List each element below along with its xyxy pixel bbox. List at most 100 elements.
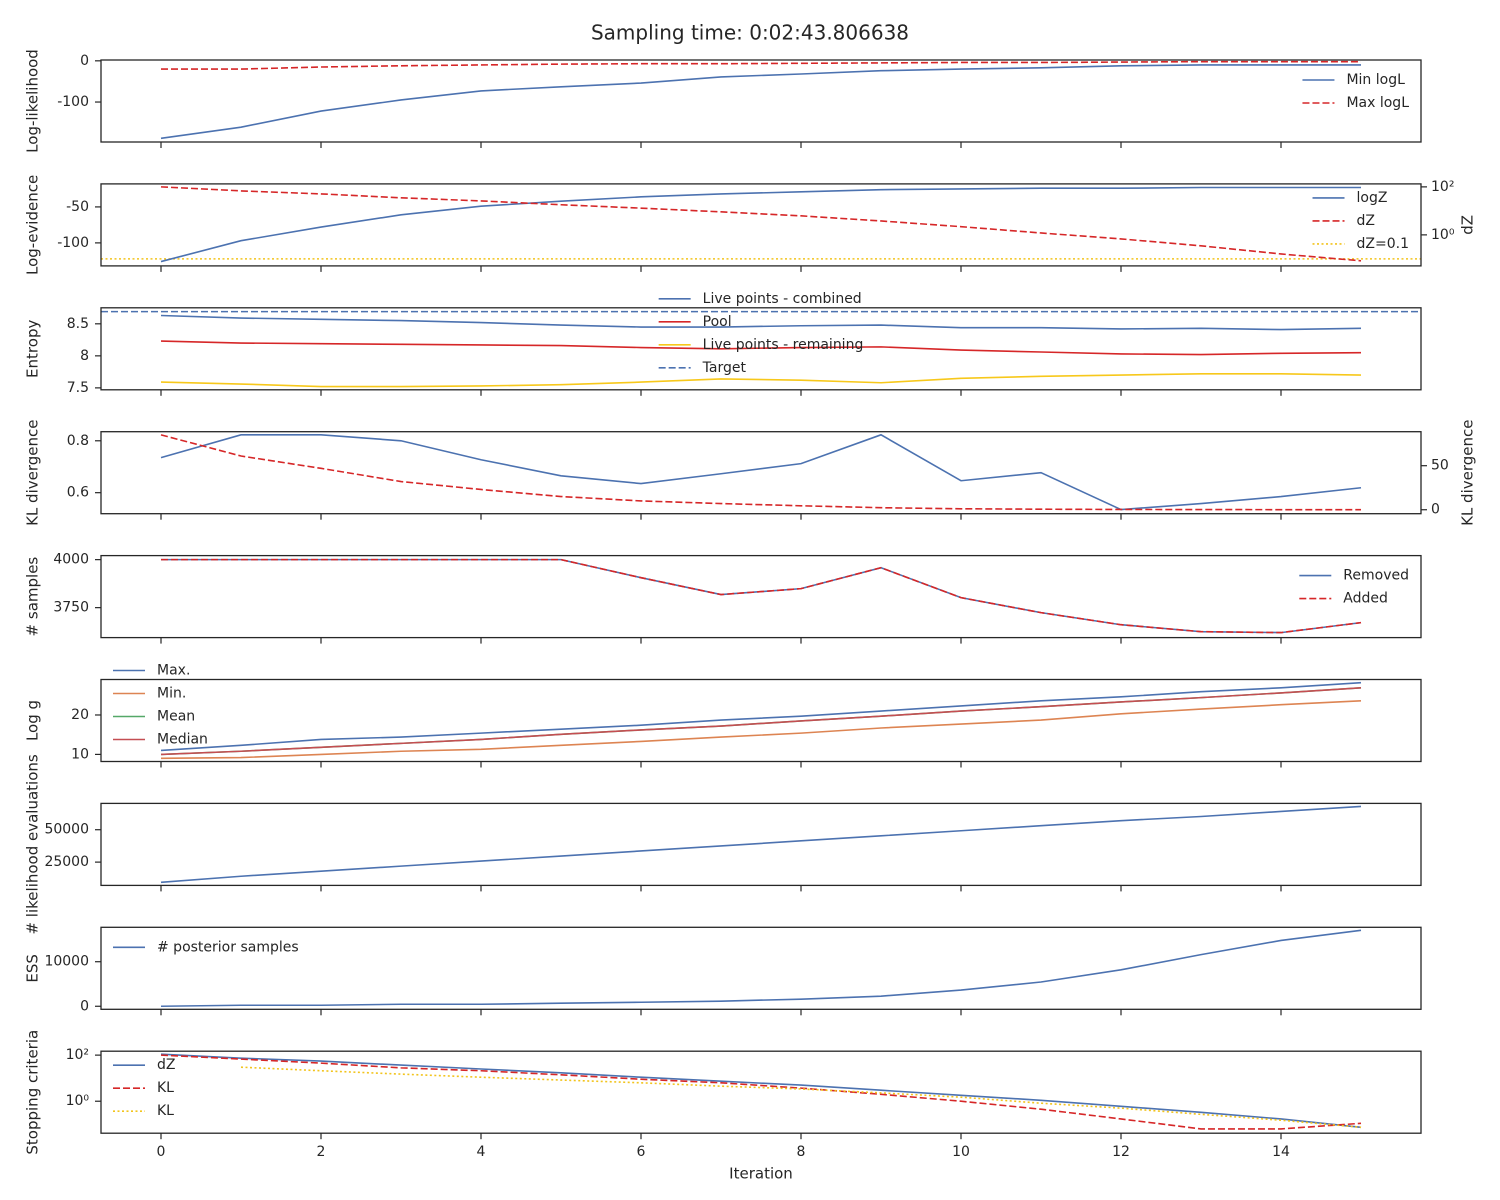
legend-label: logZ [1357, 190, 1388, 206]
legend-label: Mean [157, 709, 195, 725]
y2-axis-label: dZ [1459, 215, 1477, 235]
y-axis-label: Log g [24, 700, 42, 741]
x-tick-label: 4 [477, 1144, 486, 1160]
y-tick-label: 3750 [53, 600, 89, 616]
panel: 10² 10⁰ 0 2 4 6 8 10 12 14 Iteration Stopping crite… [24, 1030, 1422, 1183]
series-line [160, 1054, 1362, 1130]
series-line [160, 372, 1362, 388]
panel: 0 -100 Log-likelihood Min logL Max logL [24, 49, 1422, 153]
y-axis-label: Entropy [24, 320, 42, 378]
y-tick-label: 50000 [44, 822, 89, 838]
legend-label: Median [157, 732, 208, 748]
y-tick-label: 0 [80, 53, 89, 69]
axes-frame [100, 1050, 1422, 1134]
axes-frame [100, 431, 1422, 515]
legend-label: Added [1343, 591, 1388, 607]
y-axis-label: Stopping criteria [24, 1030, 42, 1155]
panel: 4000 3750 # samples Removed Added [24, 552, 1422, 644]
series-line [160, 186, 1361, 263]
x-tick-label: 10 [952, 1144, 970, 1160]
y-tick-label: 4000 [53, 552, 89, 568]
legend-label: Target [702, 360, 747, 376]
y-axis-label: ESS [24, 954, 42, 983]
legend-label: Max. [157, 663, 190, 679]
panel: 10000 0 ESS # posterior samples [24, 926, 1422, 1016]
axes-frame [100, 59, 1422, 143]
series-line [160, 340, 1362, 356]
y2-tick-label: 10² [1431, 179, 1454, 195]
panel: 8.5 8 7.5 Entropy Live points - combined Pool… [24, 291, 1422, 396]
series-line [160, 434, 1361, 511]
x-tick-label: 8 [797, 1144, 806, 1160]
y-tick-label: 0 [80, 998, 89, 1014]
series-line [160, 433, 1362, 511]
legend-label: KL [157, 1103, 174, 1119]
series-line [160, 929, 1362, 1008]
legend-label: Removed [1343, 568, 1409, 584]
axes-frame [100, 802, 1422, 887]
axes-frame [100, 183, 1422, 267]
figure-title: Sampling time: 0:02:43.806638 [591, 21, 909, 45]
y-tick-label: 10⁰ [66, 1093, 90, 1109]
panel: -50 -100 10² 10⁰ Log-evidence dZ logZ dZ dZ=0.1 [24, 175, 1477, 275]
y-axis-label: Log-likelihood [24, 49, 42, 153]
y-tick-label: 0.8 [67, 433, 89, 449]
y-axis-label: Log-evidence [24, 175, 42, 275]
axes-frame [100, 678, 1422, 763]
y2-tick-label: 50 [1431, 458, 1449, 474]
series-line [160, 805, 1362, 884]
legend-label: dZ [157, 1057, 175, 1073]
x-tick-label: 2 [317, 1144, 326, 1160]
x-tick-label: 12 [1112, 1144, 1130, 1160]
axes-frame [100, 926, 1422, 1010]
x-tick-label: 0 [157, 1144, 166, 1160]
y-tick-label: 20 [71, 707, 89, 723]
panel: 20 10 Log g Max. Min. Mean Median [24, 663, 1422, 768]
y-axis-label: # likelihood evaluations [24, 754, 42, 934]
y-tick-label: 25000 [44, 854, 89, 870]
series-line [240, 1066, 1362, 1129]
series-line [160, 699, 1362, 760]
series-line [160, 686, 1362, 756]
legend-label: dZ=0.1 [1357, 236, 1409, 252]
y-tick-label: -50 [66, 199, 89, 215]
y-axis-label: KL divergence [24, 419, 42, 525]
panel: 0.8 0.6 50 0 KL divergence KL divergence [24, 419, 1477, 525]
x-tick-label: 14 [1272, 1144, 1290, 1160]
axes-frame [100, 554, 1422, 639]
y2-tick-label: 10⁰ [1431, 227, 1455, 243]
y-tick-label: 10 [71, 746, 89, 762]
series-line [160, 681, 1362, 752]
y-axis-label: # samples [24, 557, 42, 637]
series-line [161, 558, 1362, 634]
legend-label: dZ [1357, 213, 1375, 229]
y-tick-label: 10² [66, 1047, 89, 1063]
x-tick-label: 6 [637, 1144, 646, 1160]
series-line [160, 314, 1362, 331]
y2-axis-label: KL divergence [1459, 419, 1477, 525]
axes-frame [100, 307, 1422, 391]
y-tick-label: 0.6 [67, 485, 89, 501]
legend-label: # posterior samples [157, 939, 299, 955]
legend-label: Min. [157, 686, 186, 702]
x-axis-label: Iteration [729, 1165, 793, 1183]
y-tick-label: 10000 [44, 954, 89, 970]
legend-label: Pool [703, 314, 732, 330]
y-tick-label: 8.5 [67, 316, 89, 332]
y2-tick-label: 0 [1431, 502, 1440, 518]
series-line [160, 186, 1362, 262]
series-line [160, 686, 1362, 756]
series-line [161, 558, 1362, 634]
series-line [160, 1053, 1362, 1129]
y-tick-label: -100 [57, 235, 89, 251]
series-line [160, 64, 1361, 140]
legend-label: Min logL [1346, 72, 1405, 88]
legend-label: Live points - remaining [703, 337, 864, 353]
panel: 50000 25000# likelihood evaluations [24, 754, 1422, 935]
legend-label: Live points - combined [703, 291, 862, 307]
series-line [161, 60, 1361, 70]
legend-label: Max logL [1346, 95, 1409, 111]
y-tick-label: 8 [80, 348, 89, 364]
legend-label: KL [157, 1080, 174, 1096]
